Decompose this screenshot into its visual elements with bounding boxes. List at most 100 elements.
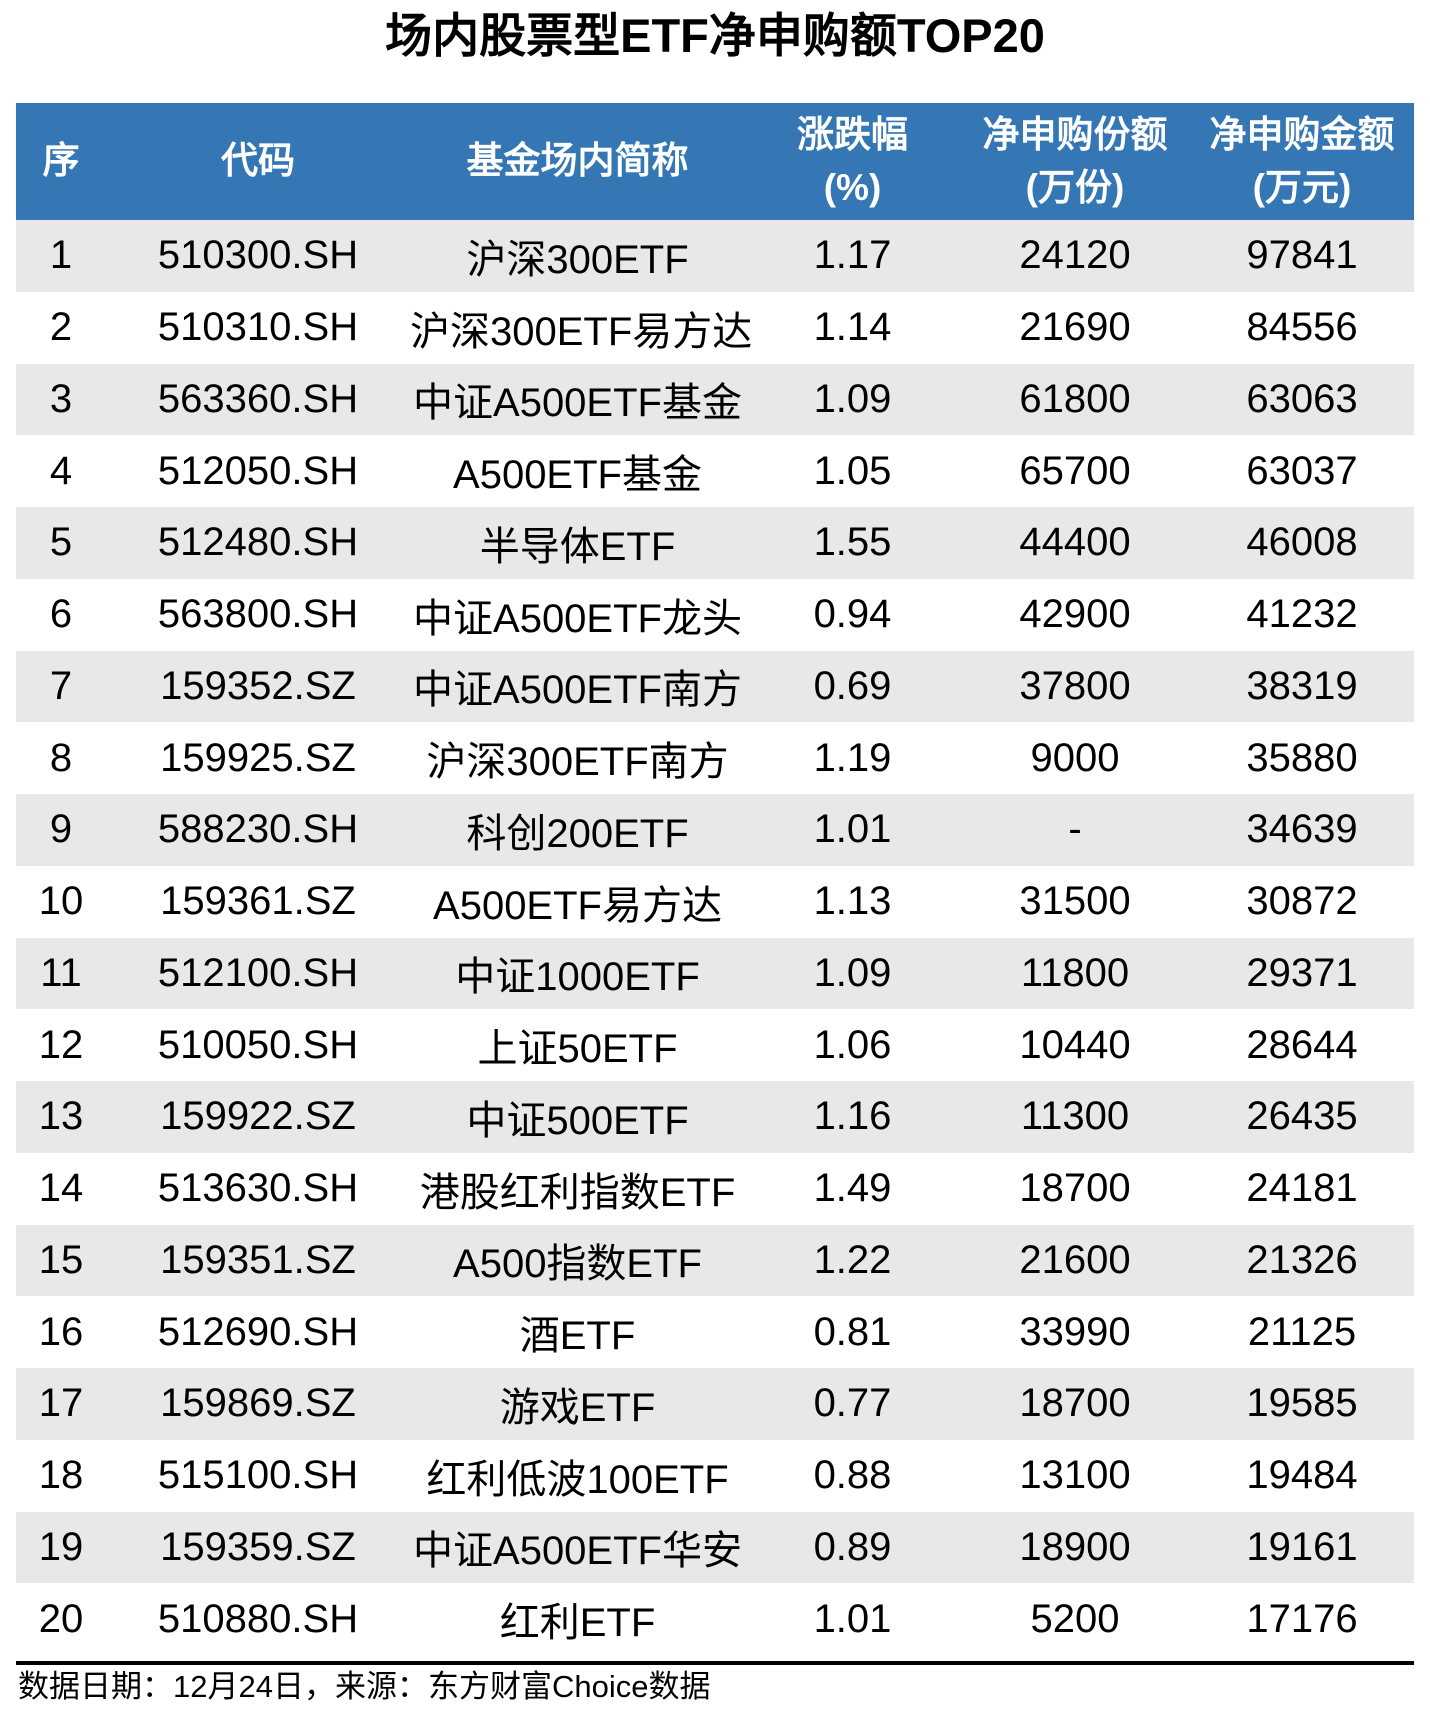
table-body: 1 510300.SH 沪深300ETF 1.17 24120 97841 2 … — [16, 220, 1414, 1655]
cell-change-pct: 1.19 — [813, 735, 892, 780]
cell-code: 588230.SH — [157, 807, 359, 852]
cell-rank: 4 — [49, 448, 73, 493]
cell-rank: 13 — [38, 1094, 84, 1139]
cell-net-shares: 10440 — [1019, 1022, 1131, 1067]
col-header-line2: (万元) — [1252, 166, 1352, 208]
col-header-rank: 序 — [16, 103, 106, 220]
cell-name: A500ETF基金 — [453, 453, 702, 498]
cell-net-amount: 84556 — [1246, 305, 1358, 350]
cell-rank: 16 — [38, 1309, 84, 1354]
cell-rank: 6 — [49, 592, 73, 637]
cell-code: 563800.SH — [157, 592, 359, 637]
cell-change-pct: 0.69 — [813, 663, 892, 708]
cell-rank: 5 — [49, 520, 73, 565]
table-row: 5 512480.SH 半导体ETF 1.55 44400 46008 — [16, 507, 1414, 579]
cell-rank: 1 — [49, 233, 73, 278]
cell-code: 159925.SZ — [160, 735, 356, 780]
cell-net-shares: 31500 — [1019, 879, 1131, 924]
cell-name: 沪深300ETF易方达 — [410, 309, 753, 354]
table-row: 16 512690.SH 酒ETF 0.81 33990 21125 — [16, 1296, 1414, 1368]
cell-net-shares: 33990 — [1019, 1309, 1131, 1354]
cell-rank: 9 — [49, 807, 73, 852]
cell-code: 510880.SH — [157, 1596, 359, 1641]
cell-name: 科创200ETF — [466, 811, 689, 856]
cell-code: 510310.SH — [157, 305, 359, 350]
cell-code: 512100.SH — [157, 950, 359, 995]
col-header-net-shares: 净申购份额 (万份) — [960, 103, 1190, 220]
cell-net-amount: 35880 — [1246, 735, 1358, 780]
cell-code: 512480.SH — [157, 520, 359, 565]
cell-code: 513630.SH — [157, 1166, 359, 1211]
cell-rank: 14 — [38, 1166, 84, 1211]
cell-rank: 18 — [38, 1453, 84, 1498]
col-header-line1: 基金场内简称 — [466, 140, 689, 182]
col-header-line1: 序 — [42, 140, 80, 182]
col-header-line1: 涨跌幅 — [797, 113, 908, 155]
cell-net-amount: 97841 — [1246, 233, 1358, 278]
cell-net-amount: 21326 — [1246, 1237, 1358, 1282]
cell-net-amount: 29371 — [1246, 950, 1358, 995]
cell-net-amount: 24181 — [1246, 1166, 1358, 1211]
cell-change-pct: 0.81 — [813, 1309, 892, 1354]
cell-net-amount: 19161 — [1246, 1524, 1358, 1569]
cell-net-amount: 28644 — [1246, 1022, 1358, 1067]
cell-rank: 19 — [38, 1524, 84, 1569]
cell-net-amount: 17176 — [1246, 1596, 1358, 1641]
col-header-line1: 净申购金额 — [1209, 113, 1395, 155]
cell-code: 510300.SH — [157, 233, 359, 278]
table-row: 1 510300.SH 沪深300ETF 1.17 24120 97841 — [16, 220, 1414, 292]
cell-change-pct: 0.88 — [813, 1453, 892, 1498]
cell-name: 中证A500ETF华安 — [413, 1529, 742, 1574]
table-row: 20 510880.SH 红利ETF 1.01 5200 17176 — [16, 1583, 1414, 1655]
table-row: 3 563360.SH 中证A500ETF基金 1.09 61800 63063 — [16, 363, 1414, 436]
cell-rank: 15 — [38, 1237, 84, 1282]
cell-net-shares: 9000 — [1030, 735, 1120, 780]
cell-rank: 11 — [40, 950, 82, 995]
cell-net-shares: 5200 — [1030, 1596, 1120, 1641]
cell-net-amount: 30872 — [1246, 879, 1358, 924]
table-row: 7 159352.SZ 中证A500ETF南方 0.69 37800 38319 — [16, 650, 1414, 723]
cell-net-amount: 63063 — [1246, 376, 1358, 421]
cell-name: 半导体ETF — [479, 524, 676, 569]
cell-net-shares: 21600 — [1019, 1237, 1131, 1282]
cell-net-shares: 65700 — [1019, 448, 1131, 493]
source-note: 数据日期：12月24日，来源：东方财富Choice数据 — [18, 1669, 711, 1704]
cell-net-shares: 13100 — [1019, 1453, 1131, 1498]
table-row: 11 512100.SH 中证1000ETF 1.09 11800 29371 — [16, 937, 1414, 1010]
cell-net-amount: 26435 — [1246, 1094, 1358, 1139]
cell-net-shares: 44400 — [1019, 520, 1131, 565]
cell-name: 沪深300ETF南方 — [426, 740, 729, 785]
cell-code: 159352.SZ — [160, 663, 356, 708]
cell-change-pct: 1.14 — [813, 305, 892, 350]
col-header-code: 代码 — [106, 103, 410, 220]
cell-net-amount: 19585 — [1246, 1381, 1358, 1426]
cell-net-shares: 18700 — [1019, 1381, 1131, 1426]
col-header-net-amount: 净申购金额 (万元) — [1190, 103, 1414, 220]
cell-change-pct: 1.22 — [813, 1237, 892, 1282]
cell-change-pct: 1.13 — [813, 879, 892, 924]
table-row: 13 159922.SZ 中证500ETF 1.16 11300 26435 — [16, 1081, 1414, 1153]
cell-change-pct: 0.77 — [813, 1381, 892, 1426]
cell-change-pct: 1.55 — [813, 520, 892, 565]
cell-net-amount: 38319 — [1246, 663, 1358, 708]
etf-table: 序 代码 基金场内简称 涨跌幅 (%) 净申购份额 (万份) 净申购金额 (万 — [16, 103, 1414, 1655]
cell-code: 159351.SZ — [160, 1237, 356, 1282]
cell-change-pct: 1.17 — [813, 233, 892, 278]
col-header-name: 基金场内简称 — [410, 103, 745, 220]
col-header-line2: (万份) — [1025, 166, 1125, 208]
col-header-line1: 代码 — [221, 140, 295, 182]
cell-rank: 8 — [49, 735, 73, 780]
cell-name: 红利ETF — [499, 1601, 656, 1646]
col-header-line1: 净申购份额 — [982, 113, 1168, 155]
cell-code: 159361.SZ — [160, 879, 356, 924]
chart-title: 场内股票型ETF净申购额TOP20 — [385, 9, 1045, 62]
table-row: 9 588230.SH 科创200ETF 1.01 - 34639 — [16, 794, 1414, 866]
cell-name: 中证1000ETF — [455, 955, 700, 1000]
cell-net-shares: 42900 — [1019, 592, 1131, 637]
cell-net-amount: 21125 — [1247, 1309, 1357, 1354]
col-header-change: 涨跌幅 (%) — [745, 103, 960, 220]
cell-net-shares: 18900 — [1019, 1524, 1131, 1569]
cell-name: 中证A500ETF南方 — [413, 668, 742, 713]
cell-net-amount: 46008 — [1246, 520, 1358, 565]
